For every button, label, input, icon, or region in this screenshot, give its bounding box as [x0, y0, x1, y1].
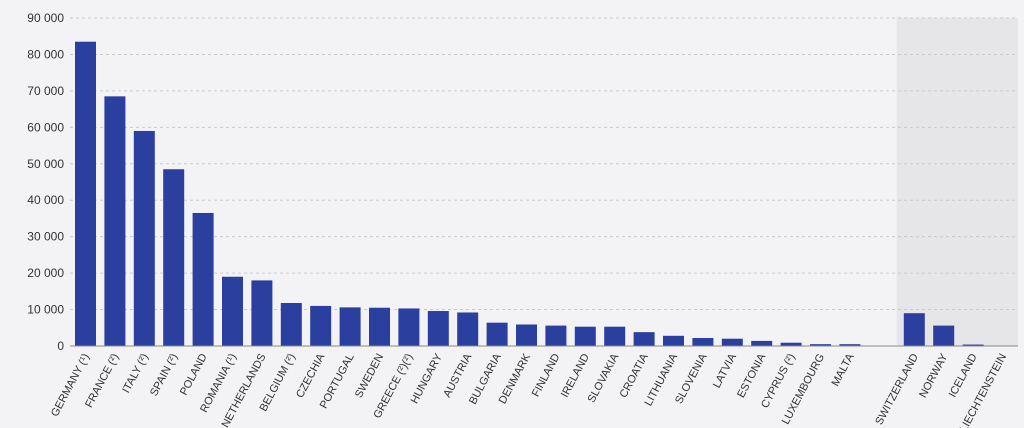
- bar: [574, 326, 596, 346]
- bar: [369, 307, 390, 346]
- y-tick-label: 70 000: [27, 84, 64, 98]
- bar: [339, 307, 361, 346]
- bar: [280, 302, 302, 346]
- bar: [133, 130, 155, 346]
- bar: [457, 312, 479, 346]
- bar: [633, 332, 655, 346]
- x-tick-label: SWITZERLAND: [873, 352, 921, 427]
- bar: [75, 41, 96, 346]
- bar: [810, 344, 831, 346]
- bar: [903, 313, 925, 346]
- bar: [163, 169, 185, 346]
- y-tick-label: 0: [57, 339, 64, 353]
- x-tick-label: AUSTRIA: [441, 351, 474, 399]
- bar: [310, 305, 332, 346]
- x-tick-label: SPAIN (²): [148, 352, 180, 398]
- y-tick-label: 80 000: [27, 47, 64, 61]
- bar: [692, 337, 714, 346]
- x-tick-label: CROATIA: [618, 351, 651, 400]
- y-axis-ticks: 0 10 000 20 000 30 000 40 000 50 000 60 000 70 …: [27, 11, 64, 353]
- non-eu-shaded-region: [896, 18, 1018, 346]
- bar: [104, 96, 126, 346]
- x-tick-label: SWEDEN: [353, 352, 386, 400]
- bar: [604, 326, 626, 346]
- bar: [251, 280, 273, 346]
- bar: [663, 335, 684, 346]
- bar: [751, 340, 773, 346]
- x-tick-label: NORWAY: [917, 351, 950, 400]
- bar: [545, 325, 567, 346]
- bar: [780, 342, 802, 346]
- x-axis-labels: GERMANY (¹)FRANCE (²)ITALY (²)SPAIN (²)P…: [49, 351, 1009, 428]
- bar: [486, 322, 508, 346]
- gridlines: [70, 17, 1018, 311]
- bar: [192, 212, 214, 346]
- y-tick-label: 30 000: [27, 230, 64, 244]
- bar: [427, 311, 449, 346]
- y-tick-label: 50 000: [27, 157, 64, 171]
- x-tick-label: FINLAND: [530, 352, 563, 399]
- y-tick-label: 60 000: [27, 120, 64, 134]
- x-tick-label: LATVIA: [711, 351, 739, 390]
- x-tick-label: MALTA: [830, 351, 857, 388]
- bar: [933, 325, 955, 346]
- x-tick-label: POLAND: [178, 352, 210, 398]
- bar: [222, 276, 243, 346]
- bar: [398, 308, 420, 346]
- x-tick-label: GERMANY (¹): [49, 352, 92, 419]
- x-tick-label: ESTONIA: [735, 351, 768, 400]
- bar: [962, 344, 984, 346]
- x-tick-label: SLOVAKIA: [586, 351, 622, 405]
- bar: [839, 344, 861, 346]
- y-tick-label: 90 000: [27, 11, 64, 25]
- bar: [721, 338, 743, 346]
- x-tick-label: ICELAND: [947, 352, 980, 400]
- y-tick-label: 10 000: [27, 303, 64, 317]
- x-tick-label: CZECHIA: [294, 351, 328, 400]
- x-tick-label: IRELAND: [559, 352, 592, 400]
- y-tick-label: 20 000: [27, 266, 64, 280]
- x-tick-label: ITALY (²): [120, 352, 151, 395]
- bar: [516, 324, 537, 346]
- y-tick-label: 40 000: [27, 193, 64, 207]
- bars: [75, 41, 984, 346]
